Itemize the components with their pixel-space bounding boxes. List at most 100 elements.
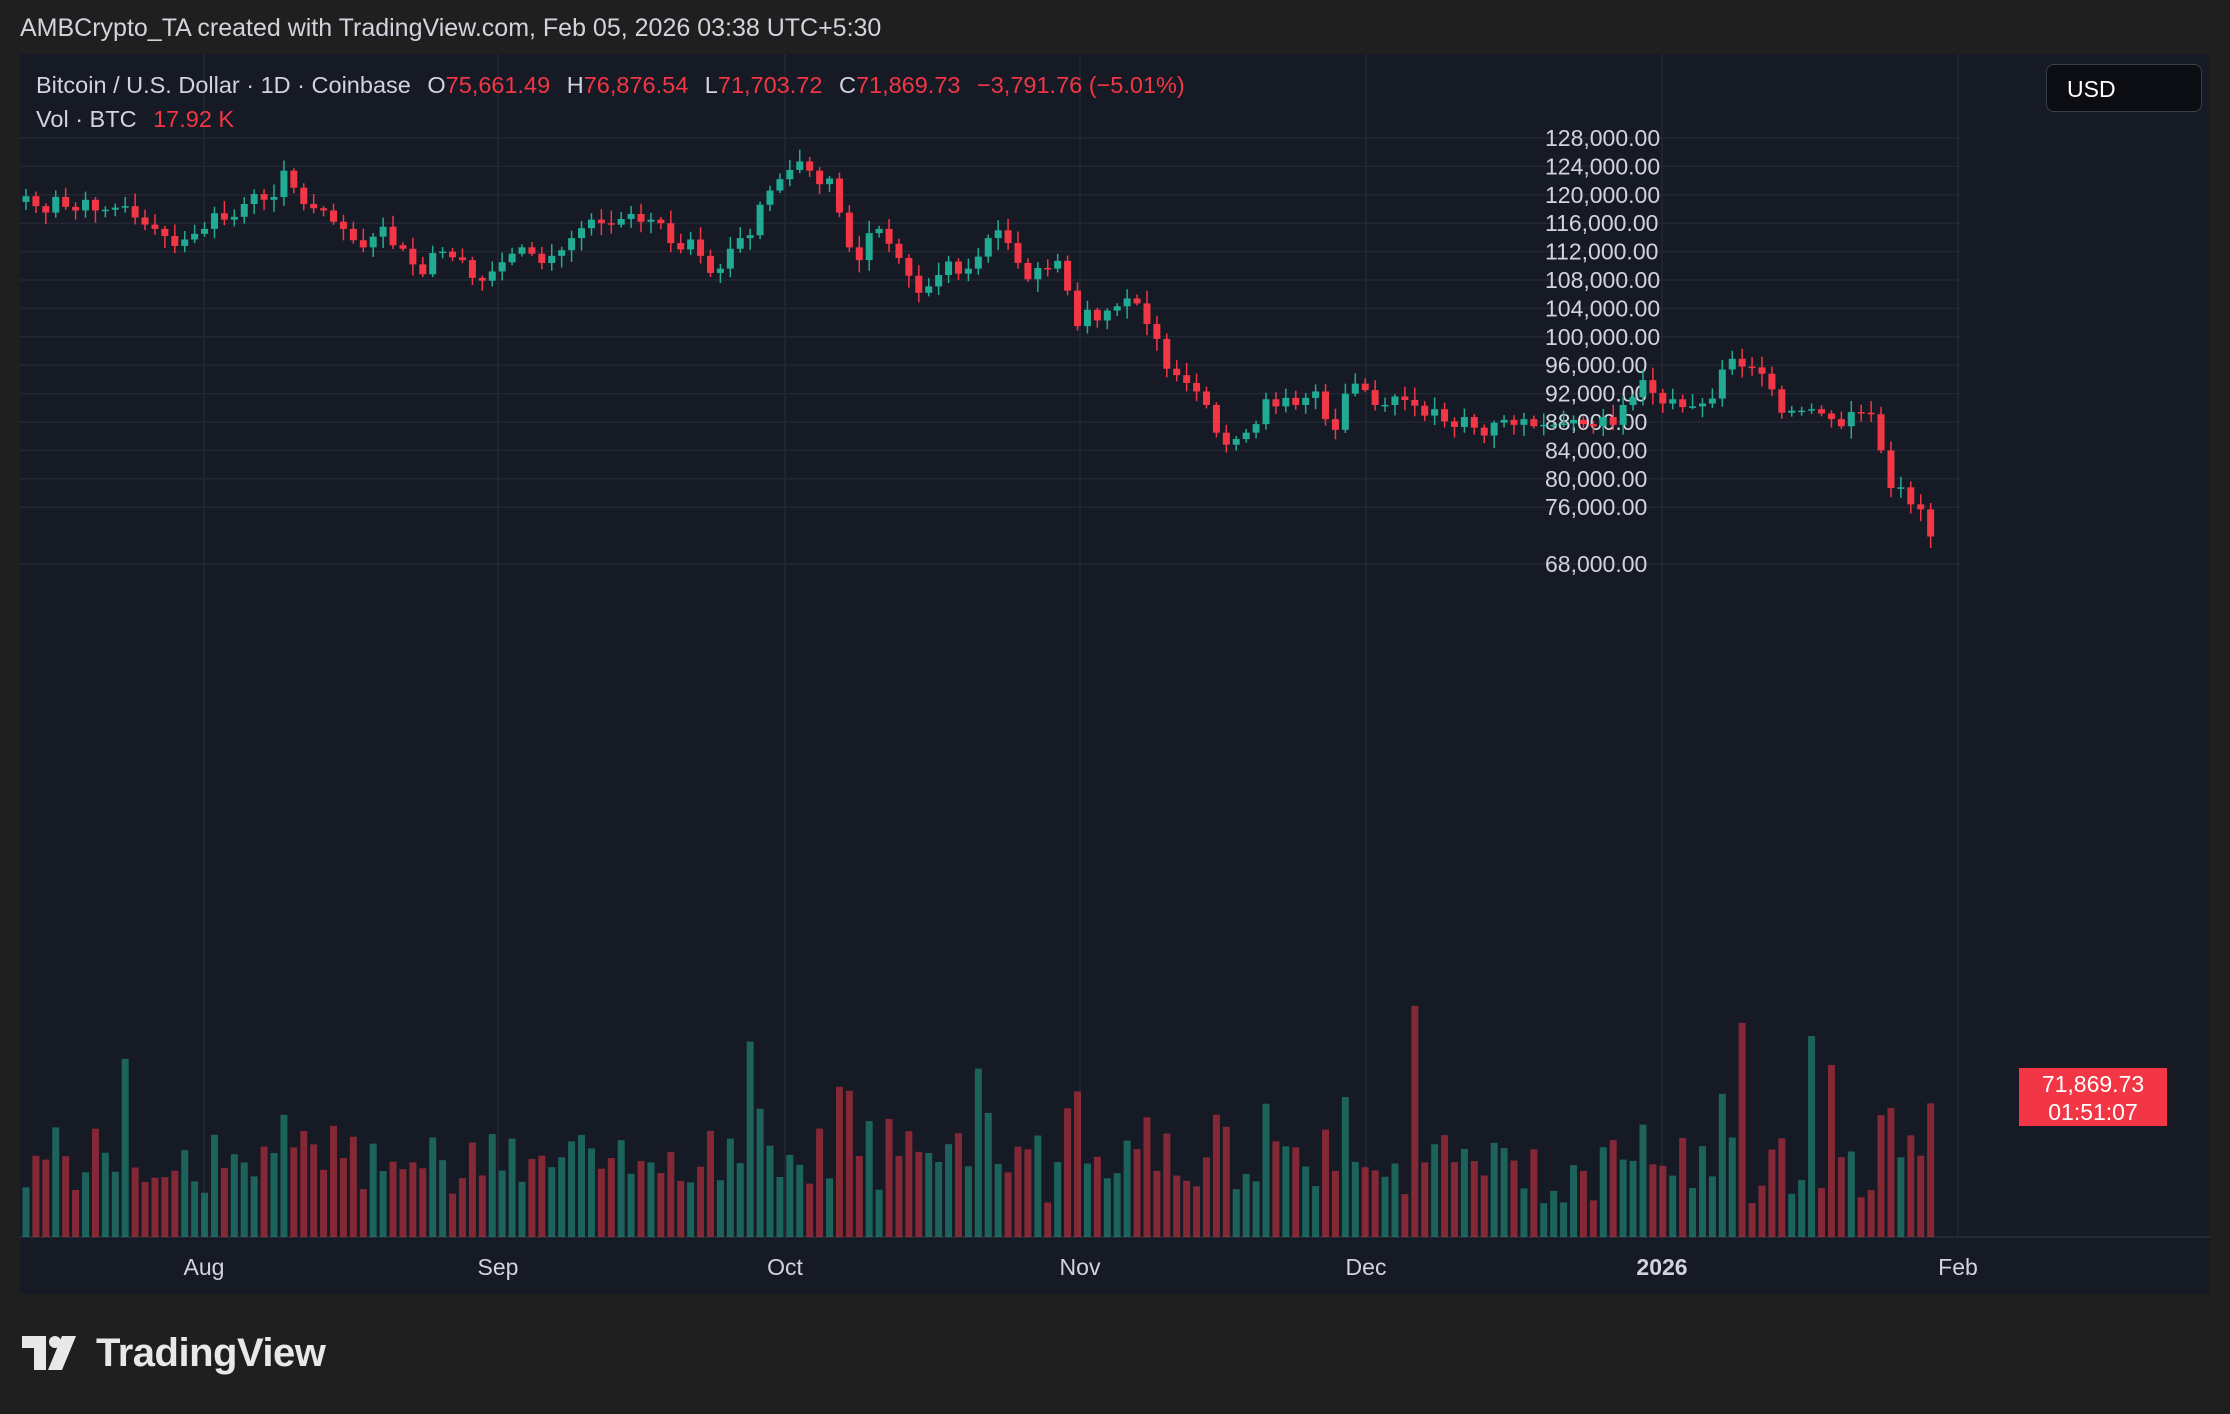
- candle-body: [1431, 409, 1439, 416]
- candle-body: [1163, 338, 1171, 369]
- volume-bar: [1480, 1175, 1488, 1237]
- candle-body: [806, 161, 814, 171]
- volume-bar: [1322, 1129, 1330, 1237]
- candle-body: [1322, 391, 1330, 420]
- volume-bar: [1698, 1146, 1706, 1237]
- volume-bar: [1391, 1163, 1399, 1237]
- candle-body: [1738, 358, 1746, 367]
- candle-body: [1361, 383, 1369, 391]
- candle-body: [1560, 423, 1568, 425]
- candle-body: [250, 194, 258, 205]
- volume-bar: [1867, 1190, 1875, 1237]
- volume-bar: [1232, 1189, 1240, 1237]
- candle-body: [1391, 396, 1399, 405]
- volume-bar: [141, 1181, 149, 1237]
- candle-body: [518, 247, 526, 254]
- volume-bar: [339, 1158, 347, 1237]
- candle-body: [1599, 417, 1607, 427]
- candle-body: [1242, 432, 1250, 440]
- volume-bar: [1560, 1202, 1568, 1237]
- candle-body: [111, 207, 119, 210]
- volume-bar: [1599, 1147, 1607, 1237]
- volume-bar: [528, 1158, 536, 1237]
- candle-body: [1054, 260, 1062, 269]
- volume-bar: [1738, 1022, 1746, 1237]
- volume-bar: [270, 1153, 278, 1237]
- volume-bar: [895, 1156, 903, 1237]
- volume-bar: [449, 1193, 457, 1237]
- volume-bar: [1629, 1160, 1637, 1237]
- x-tick-label: Dec: [1346, 1254, 1387, 1280]
- candle-body: [1659, 392, 1667, 404]
- candle-body: [220, 213, 228, 220]
- volume-bar: [1689, 1187, 1697, 1237]
- candle-body: [1212, 404, 1220, 433]
- candle-body: [1669, 399, 1677, 404]
- volume-bar: [925, 1153, 933, 1237]
- volume-bar: [954, 1133, 962, 1237]
- volume-bar: [1619, 1159, 1627, 1237]
- y-tick-label: 80,000.00: [1545, 466, 1647, 492]
- candle-body: [1619, 404, 1627, 425]
- volume-bar: [320, 1169, 328, 1237]
- volume-bar: [42, 1159, 50, 1237]
- candle-body: [1450, 421, 1458, 427]
- candle-body: [895, 243, 903, 258]
- volume-value: 17.92 K: [153, 106, 235, 132]
- volume-bar: [677, 1180, 685, 1237]
- volume-bar: [1371, 1170, 1379, 1237]
- volume-bar: [201, 1192, 209, 1237]
- candle-body: [1044, 267, 1052, 270]
- candle-body: [379, 226, 387, 237]
- volume-bar: [1093, 1156, 1101, 1237]
- candle-body: [151, 224, 159, 229]
- volume-bar: [1778, 1138, 1786, 1237]
- tradingview-logo[interactable]: TradingView: [22, 1330, 326, 1376]
- candle-body: [1024, 262, 1032, 280]
- candle-body: [1083, 309, 1091, 327]
- volume-bar: [1004, 1172, 1012, 1237]
- candle-body: [508, 253, 516, 263]
- symbol-title[interactable]: Bitcoin / U.S. Dollar · 1D · Coinbase: [36, 72, 411, 98]
- volume-bar: [1798, 1180, 1806, 1237]
- candle-body: [1827, 413, 1835, 420]
- volume-bar: [498, 1170, 506, 1237]
- volume-label[interactable]: Vol · BTC: [36, 106, 137, 132]
- candle-body: [1798, 410, 1806, 413]
- open-value: 75,661.49: [445, 72, 551, 98]
- candle-body: [270, 196, 278, 200]
- candle-body: [925, 286, 933, 293]
- volume-bar: [1292, 1147, 1300, 1237]
- candle-body: [587, 219, 595, 229]
- candle-body: [161, 228, 169, 236]
- currency-button[interactable]: USD: [2046, 64, 2202, 112]
- candle-body: [1570, 419, 1578, 424]
- volume-bar: [1123, 1140, 1131, 1237]
- volume-bar: [974, 1068, 982, 1237]
- volume-bar: [379, 1171, 387, 1237]
- volume-bar: [1758, 1185, 1766, 1237]
- y-tick-label: 76,000.00: [1545, 494, 1647, 520]
- candle-body: [974, 256, 982, 269]
- volume-bar: [310, 1144, 318, 1237]
- volume-bar: [1649, 1164, 1657, 1237]
- volume-bar: [349, 1136, 357, 1237]
- volume-bar: [726, 1138, 734, 1237]
- ohlc-legend: Bitcoin / U.S. Dollar · 1D · Coinbase O7…: [36, 72, 1185, 99]
- candle-body: [1490, 422, 1498, 436]
- y-tick-label: 116,000.00: [1545, 210, 1658, 236]
- candle-body: [1401, 396, 1409, 400]
- y-tick-label: 120,000.00: [1545, 182, 1660, 208]
- chart-panel[interactable]: 128,000.00 124,000.00 120,000.00 116,000.00…: [20, 54, 2210, 1294]
- candle-body: [1381, 404, 1389, 407]
- volume-bar: [1659, 1165, 1667, 1237]
- candle-body: [1907, 487, 1915, 505]
- volume-bar: [468, 1142, 476, 1237]
- candle-body: [1371, 390, 1379, 405]
- candle-body: [1064, 260, 1072, 291]
- attribution-text: AMBCrypto_TA created with TradingView.co…: [20, 14, 882, 42]
- candle-body: [885, 228, 893, 244]
- close-value: 71,869.73: [855, 72, 961, 98]
- candle-body: [369, 236, 377, 248]
